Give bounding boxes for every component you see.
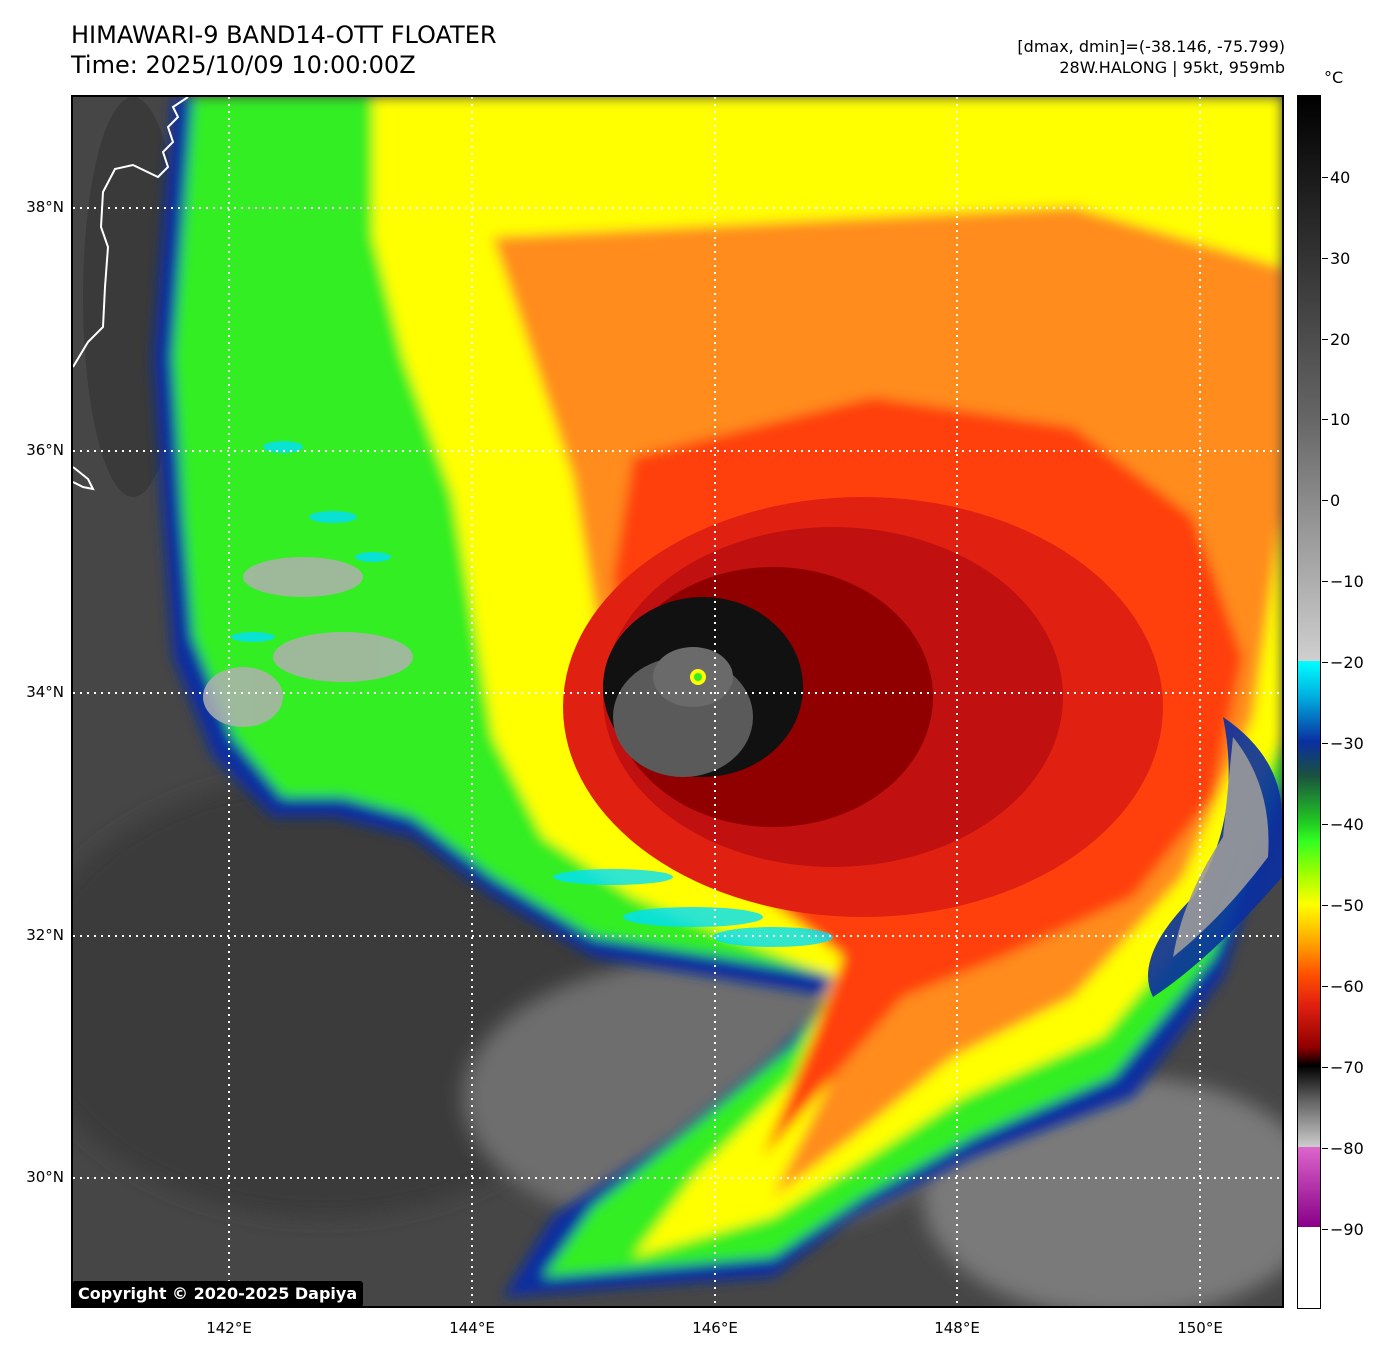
colorbar-unit: °C <box>1324 68 1344 87</box>
cb-label-30: 30 <box>1330 249 1351 268</box>
main-title: HIMAWARI-9 BAND14-OTT FLOATER <box>71 21 497 49</box>
cb-tick <box>1322 905 1328 906</box>
cb-tick <box>1322 581 1328 582</box>
lat-label-32n: 32°N <box>26 926 64 944</box>
cb-label-m30: −30 <box>1330 734 1364 753</box>
lon-label-150e: 150°E <box>1177 1319 1223 1337</box>
cb-tick <box>1322 500 1328 501</box>
cb-tick <box>1322 419 1328 420</box>
cb-label-40: 40 <box>1330 168 1351 187</box>
time-title: Time: 2025/10/09 10:00:00Z <box>71 51 416 79</box>
cb-tick <box>1322 986 1328 987</box>
lat-label-30n: 30°N <box>26 1168 64 1186</box>
lat-label-38n: 38°N <box>26 198 64 216</box>
copyright-badge: Copyright © 2020-2025 Dapiya <box>72 1281 364 1307</box>
cb-label-m40: −40 <box>1330 815 1364 834</box>
cb-label-0: 0 <box>1330 491 1341 510</box>
cb-tick <box>1322 1148 1328 1149</box>
cb-tick <box>1322 1229 1328 1230</box>
cb-tick <box>1322 339 1328 340</box>
cb-label-m20: −20 <box>1330 653 1364 672</box>
storm-info: [dmax, dmin]=(-38.146, -75.799) 28W.HALO… <box>1017 36 1285 78</box>
cb-tick <box>1322 1067 1328 1068</box>
temperature-colorbar <box>1297 95 1321 1309</box>
cb-tick <box>1322 662 1328 663</box>
cb-label-m70: −70 <box>1330 1058 1364 1077</box>
lat-label-36n: 36°N <box>26 441 64 459</box>
satellite-map[interactable] <box>71 95 1284 1308</box>
lon-label-144e: 144°E <box>449 1319 495 1337</box>
cb-label-m10: −10 <box>1330 572 1364 591</box>
cb-label-m50: −50 <box>1330 896 1364 915</box>
storm-text: 28W.HALONG | 95kt, 959mb <box>1059 58 1285 77</box>
cb-tick <box>1322 824 1328 825</box>
lon-label-148e: 148°E <box>934 1319 980 1337</box>
cb-label-m60: −60 <box>1330 977 1364 996</box>
lon-label-142e: 142°E <box>206 1319 252 1337</box>
cb-tick <box>1322 177 1328 178</box>
cb-tick <box>1322 258 1328 259</box>
ir-imagery <box>73 97 1282 1306</box>
cb-label-m90: −90 <box>1330 1220 1364 1239</box>
range-text: [dmax, dmin]=(-38.146, -75.799) <box>1017 37 1285 56</box>
cb-label-10: 10 <box>1330 410 1351 429</box>
cb-label-20: 20 <box>1330 330 1351 349</box>
cb-label-m80: −80 <box>1330 1139 1364 1158</box>
title-block: HIMAWARI-9 BAND14-OTT FLOATER Time: 2025… <box>71 20 497 80</box>
cb-tick <box>1322 743 1328 744</box>
lon-label-146e: 146°E <box>692 1319 738 1337</box>
lat-label-34n: 34°N <box>26 683 64 701</box>
